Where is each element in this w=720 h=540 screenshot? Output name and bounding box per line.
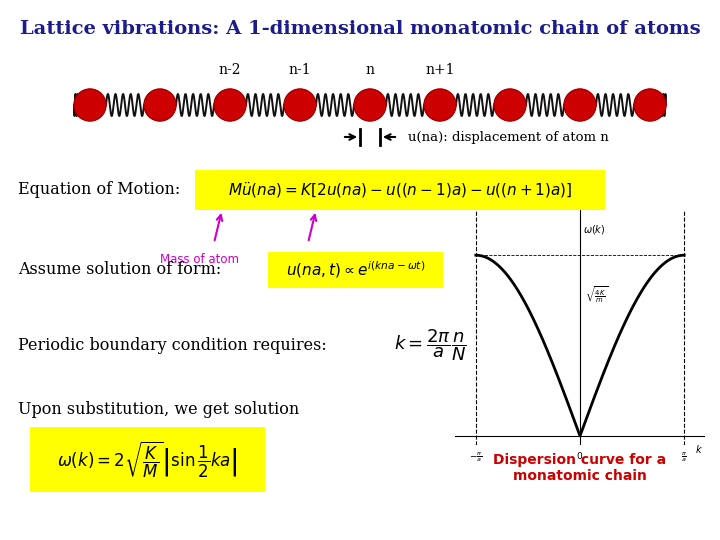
Circle shape — [74, 89, 106, 121]
Text: $u(na,t) \propto e^{i(kna-\omega t)}$: $u(na,t) \propto e^{i(kna-\omega t)}$ — [286, 260, 426, 280]
Circle shape — [144, 89, 176, 121]
Text: $M\ddot{u}(na) = K\left[2u(na)-u((n-1)a)-u((n+1)a)\right]$: $M\ddot{u}(na) = K\left[2u(na)-u((n-1)a)… — [228, 180, 572, 200]
FancyBboxPatch shape — [268, 252, 443, 288]
Circle shape — [564, 89, 596, 121]
Text: u(na): displacement of atom n: u(na): displacement of atom n — [408, 131, 608, 144]
Text: n-2: n-2 — [219, 63, 241, 77]
Text: $0$: $0$ — [577, 450, 584, 461]
Text: $\frac{\pi}{a}$: $\frac{\pi}{a}$ — [681, 450, 687, 464]
Text: $\omega(k)$: $\omega(k)$ — [582, 222, 606, 235]
Text: $-\frac{\pi}{a}$: $-\frac{\pi}{a}$ — [469, 450, 482, 464]
Text: $k = \dfrac{2\pi}{a} \dfrac{n}{N}$: $k = \dfrac{2\pi}{a} \dfrac{n}{N}$ — [394, 327, 467, 363]
Text: Lattice vibrations: A 1-dimensional monatomic chain of atoms: Lattice vibrations: A 1-dimensional mona… — [19, 20, 701, 38]
Text: $\sqrt{\frac{4K}{m}}$: $\sqrt{\frac{4K}{m}}$ — [585, 285, 608, 305]
FancyBboxPatch shape — [195, 170, 605, 210]
Circle shape — [424, 89, 456, 121]
Text: Equation of Motion:: Equation of Motion: — [18, 181, 180, 199]
Text: Spring constant: Spring constant — [277, 253, 371, 266]
Text: n+1: n+1 — [426, 63, 455, 77]
Text: Upon substitution, we get solution: Upon substitution, we get solution — [18, 402, 300, 418]
Text: n-1: n-1 — [289, 63, 311, 77]
Circle shape — [494, 89, 526, 121]
Circle shape — [634, 89, 666, 121]
Text: Mass of atom: Mass of atom — [161, 253, 240, 266]
Text: n: n — [366, 63, 374, 77]
Text: Periodic boundary condition requires:: Periodic boundary condition requires: — [18, 336, 327, 354]
Circle shape — [214, 89, 246, 121]
FancyBboxPatch shape — [30, 427, 265, 492]
Text: Assume solution of form:: Assume solution of form: — [18, 261, 221, 279]
Text: Dispersion curve for a
monatomic chain: Dispersion curve for a monatomic chain — [493, 453, 667, 483]
Circle shape — [284, 89, 316, 121]
Text: $\omega(k) = 2\sqrt{\dfrac{K}{M}}\left|\sin\dfrac{1}{2}ka\right|$: $\omega(k) = 2\sqrt{\dfrac{K}{M}}\left|\… — [57, 439, 238, 480]
Text: $k$: $k$ — [695, 443, 703, 455]
Circle shape — [354, 89, 386, 121]
